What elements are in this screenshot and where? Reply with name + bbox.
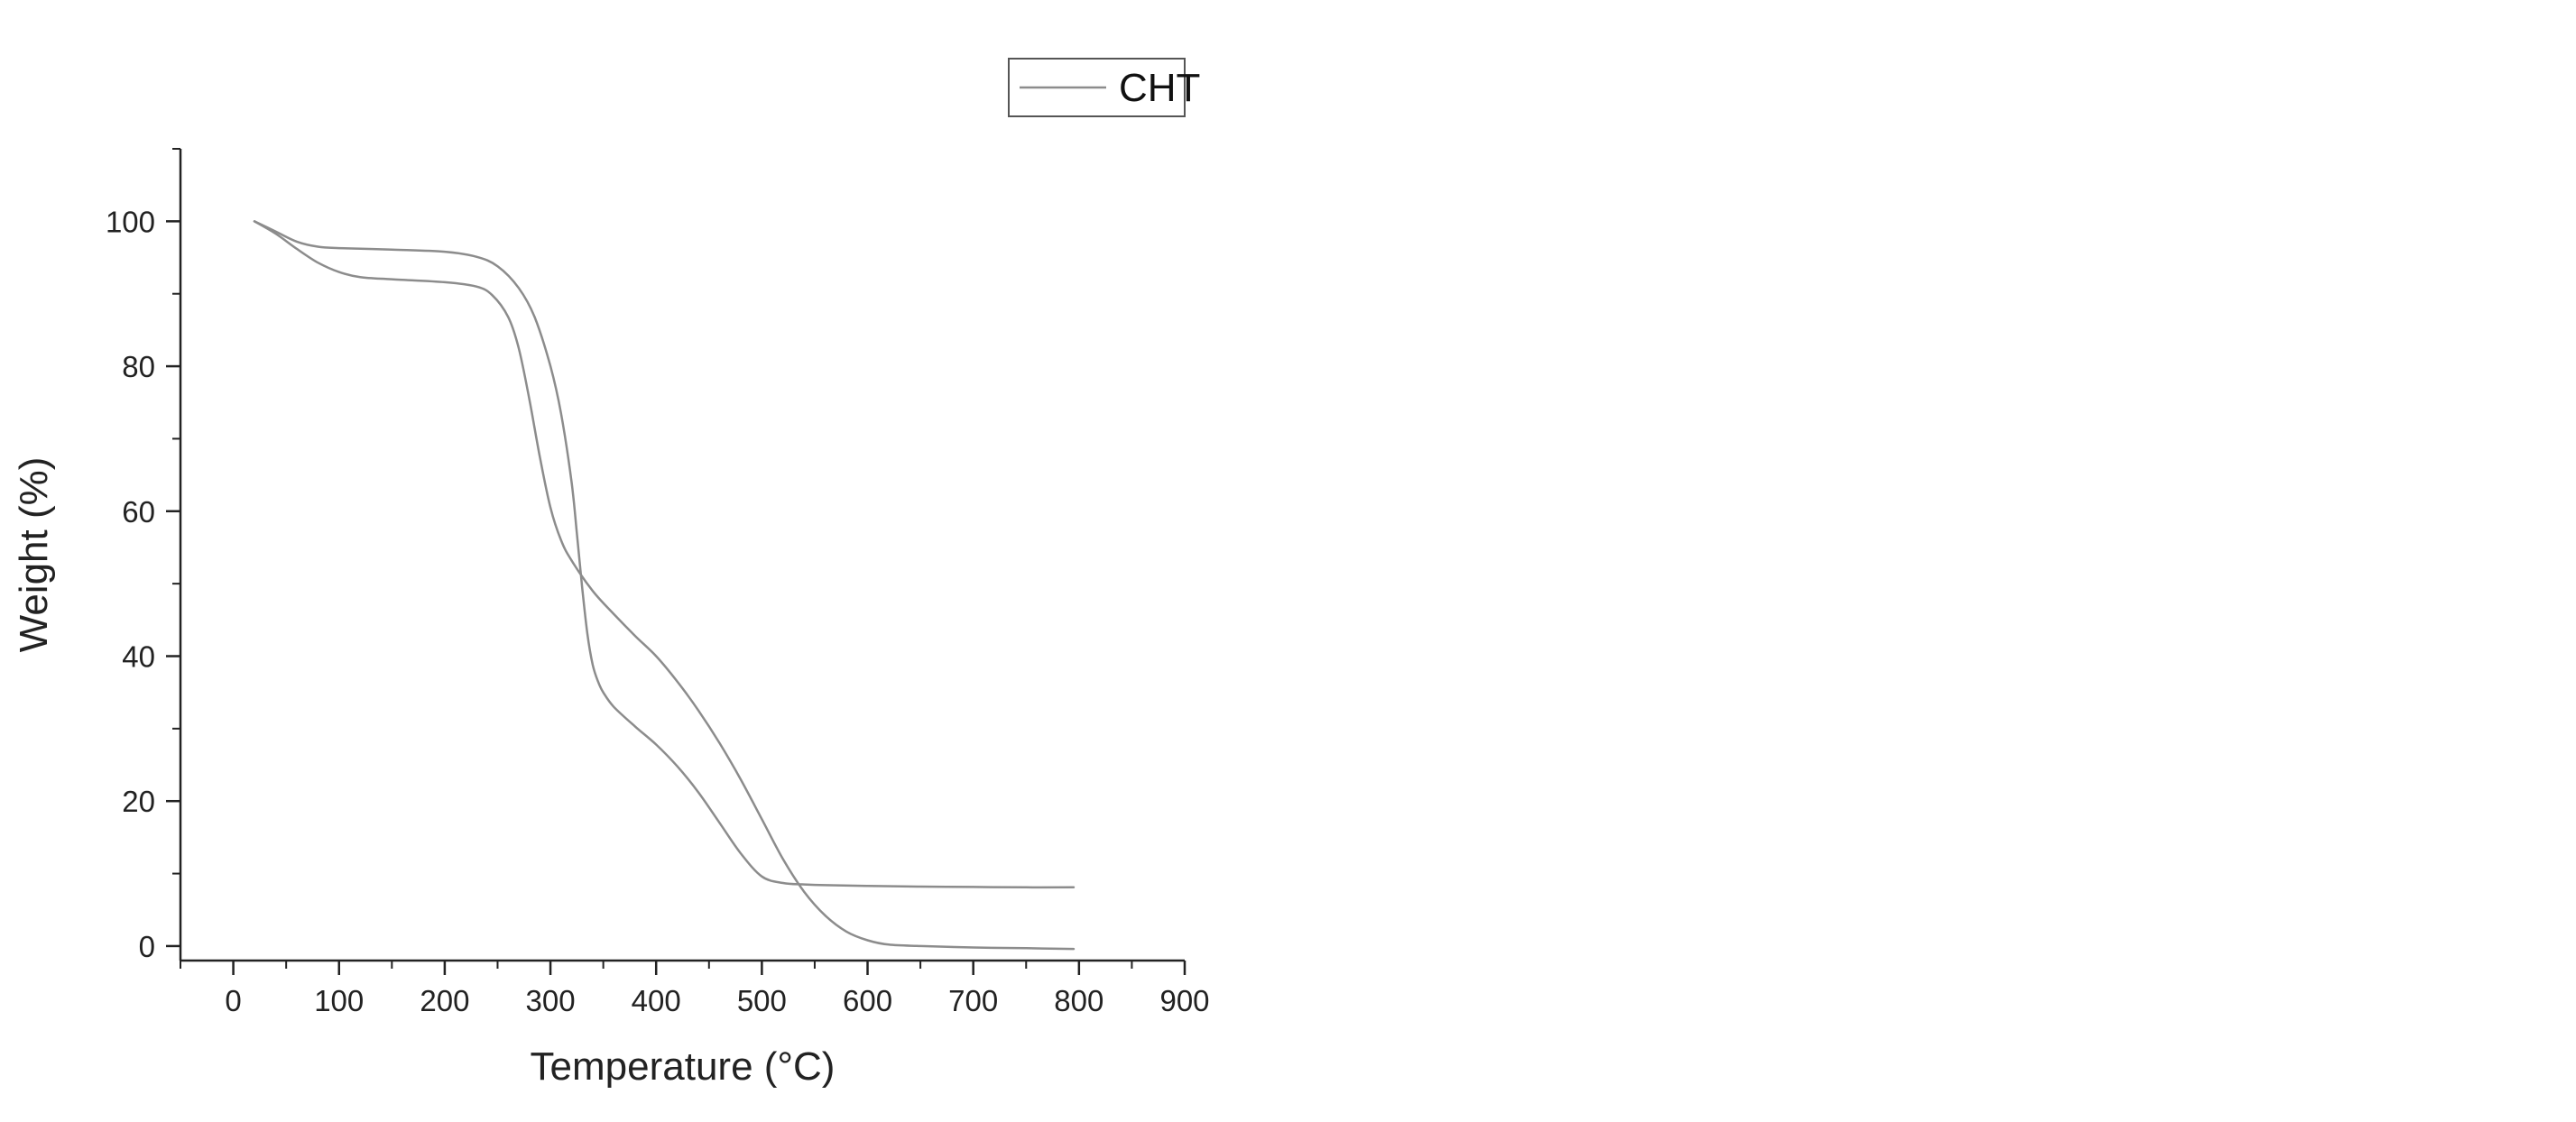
y-axis-title: Weight (%) [12,457,56,653]
y-tick-label: 40 [122,640,155,674]
legend-label: CHT [1119,66,1200,110]
x-tick-label: 800 [1054,984,1103,1017]
y-tick-label: 60 [122,495,155,529]
x-tick-label: 900 [1159,984,1209,1017]
series-line-cht [253,220,1076,951]
y-tick-label: 100 [106,205,155,238]
y-tick-label: 0 [139,930,155,963]
x-tick-label: 700 [948,984,998,1017]
x-tick-label: 0 [225,984,241,1017]
chart-panel-ch: 0 100 200 300 400 500 600 700 800 900 0 20 40 60 80 100… [12,58,1210,1089]
y-tick-label: 80 [122,350,155,383]
x-tick-label: 600 [843,984,892,1017]
series-line-ch [253,220,1076,889]
x-tick-label: 200 [420,984,469,1017]
x-axis-title: Temperature (°C) [531,1044,836,1089]
x-tick-label: 300 [526,984,576,1017]
x-tick-label: 100 [314,984,364,1017]
y-tick-label: 20 [122,785,155,818]
x-tick-label: 500 [737,984,787,1017]
x-tick-label: 400 [632,984,681,1017]
